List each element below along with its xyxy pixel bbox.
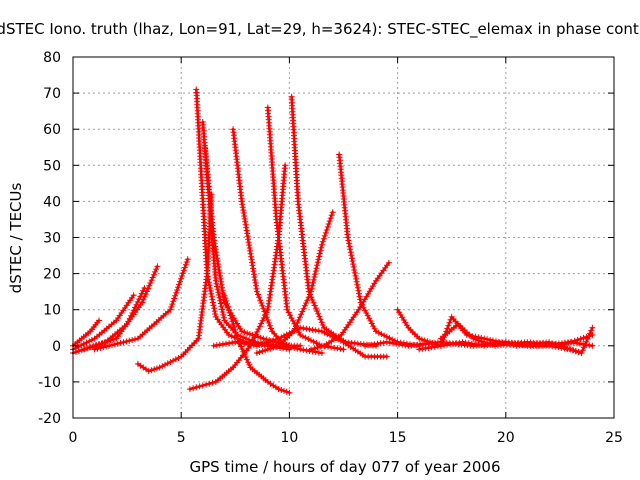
x-axis-label: GPS time / hours of day 077 of year 2006 xyxy=(190,458,501,476)
series-9 xyxy=(186,162,289,393)
series-markers xyxy=(186,162,289,393)
series-0 xyxy=(70,317,102,349)
y-tick-label: -10 xyxy=(38,375,61,391)
x-tick-label: 15 xyxy=(389,430,407,446)
chart-title: dSTEC Iono. truth (lhaz, Lon=91, Lat=29,… xyxy=(0,20,640,39)
tick-labels: 0 5 10 15 20 25 -20 -10 0 10 20 30 40 50 60 70 80 xyxy=(38,50,623,446)
axis-ticks xyxy=(72,56,615,419)
series-12 xyxy=(264,104,347,353)
series-markers xyxy=(264,104,347,353)
x-tick-label: 0 xyxy=(69,430,78,446)
series-markers xyxy=(210,324,390,360)
y-tick-label: 20 xyxy=(43,267,61,283)
x-tick-label: 20 xyxy=(497,430,515,446)
x-tick-label: 25 xyxy=(605,430,623,446)
y-tick-label: 0 xyxy=(52,339,61,355)
data-series xyxy=(70,86,596,396)
y-tick-label: 40 xyxy=(43,194,61,210)
series-markers xyxy=(437,321,596,349)
y-tick-label: -20 xyxy=(38,411,61,427)
series-16 xyxy=(308,259,392,353)
series-markers xyxy=(80,263,161,353)
grid xyxy=(73,57,614,418)
y-tick-label: 60 xyxy=(43,122,61,138)
x-tick-label: 5 xyxy=(177,430,186,446)
series-20 xyxy=(437,321,596,349)
series-11 xyxy=(221,292,293,396)
series-markers xyxy=(230,126,325,356)
series-10 xyxy=(230,126,325,356)
series-markers xyxy=(91,256,191,353)
y-axis-label: dSTEC / TECUs xyxy=(7,182,25,293)
y-tick-label: 70 xyxy=(43,86,61,102)
series-21 xyxy=(210,324,390,360)
y-tick-label: 80 xyxy=(43,50,61,66)
series-markers xyxy=(193,86,293,353)
y-tick-label: 50 xyxy=(43,158,61,174)
y-tick-label: 10 xyxy=(43,303,61,319)
series-3 xyxy=(80,263,161,353)
series-markers xyxy=(308,259,392,353)
series-markers xyxy=(221,292,293,396)
y-tick-label: 30 xyxy=(43,231,61,247)
series-4 xyxy=(91,256,191,353)
x-tick-label: 10 xyxy=(280,430,298,446)
